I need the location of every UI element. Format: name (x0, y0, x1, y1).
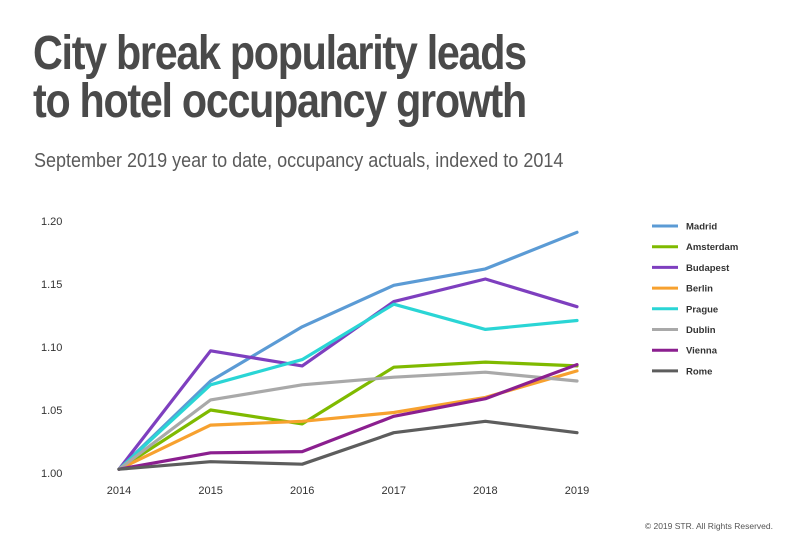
legend-label-vienna: Vienna (686, 346, 718, 357)
legend-label-dublin: Dublin (686, 325, 716, 336)
legend-label-budapest: Budapest (686, 263, 730, 274)
series-line-madrid (117, 230, 579, 471)
series-line-rome (117, 419, 579, 471)
chart-subtitle: September 2019 year to date, occupancy a… (34, 150, 564, 172)
series-line-prague (117, 302, 579, 471)
x-tick-label: 2018 (473, 485, 497, 497)
legend-label-madrid: Madrid (686, 222, 717, 233)
y-tick-label: 1.15 (41, 279, 62, 291)
series-line-vienna (117, 363, 579, 471)
x-tick-label: 2016 (290, 485, 314, 497)
y-tick-label: 1.05 (41, 405, 62, 417)
legend-label-rome: Rome (686, 366, 712, 377)
y-tick-label: 1.10 (41, 342, 62, 354)
y-tick-label: 1.20 (41, 216, 62, 228)
copyright-notice: © 2019 STR. All Rights Reserved. (644, 521, 773, 531)
y-tick-label: 1.00 (41, 468, 62, 480)
x-tick-label: 2014 (107, 485, 131, 497)
x-tick-label: 2017 (382, 485, 406, 497)
title-line-1: City break popularity leads (33, 27, 527, 80)
legend-label-amsterdam: Amsterdam (686, 242, 738, 253)
legend-label-prague: Prague (686, 304, 718, 315)
series-line-dublin (117, 370, 579, 471)
title-line-2: to hotel occupancy growth (33, 75, 527, 128)
x-tick-label: 2019 (565, 485, 589, 497)
legend-label-berlin: Berlin (686, 284, 713, 295)
chart-title: City break popularity leads to hotel occ… (33, 27, 527, 128)
x-tick-label: 2015 (198, 485, 222, 497)
series-line-berlin (117, 369, 579, 471)
series-line-amsterdam (117, 360, 579, 471)
